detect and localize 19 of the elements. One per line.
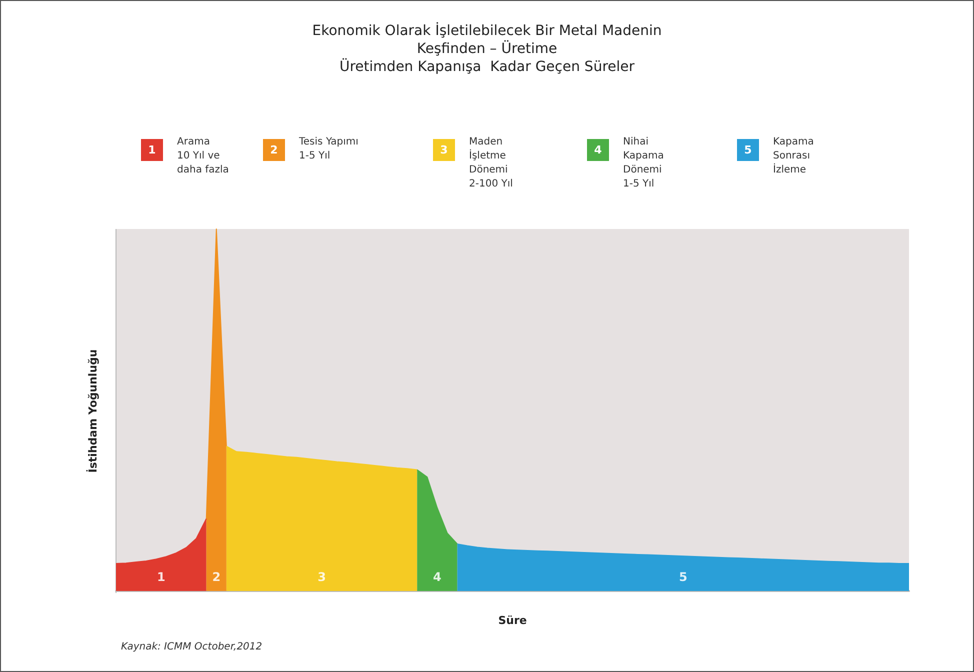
legend-label: Arama 10 Yıl ve daha fazla xyxy=(177,136,229,176)
text: 1 xyxy=(148,144,156,156)
annotation: 2 xyxy=(212,570,221,584)
legend-label: Tesis Yapımı 1-5 Yıl xyxy=(298,136,358,162)
text: 3 xyxy=(440,144,448,156)
legend-label: Kapama Sonrası İzleme xyxy=(773,136,814,176)
annotation: 5 xyxy=(678,570,688,584)
y-axis-title: İstihdam Yoğunluğu xyxy=(86,349,100,473)
legend-label: Nihai Kapama Dönemi 1-5 Yıl xyxy=(623,136,664,190)
text: 2 xyxy=(270,144,278,156)
annotation: 3 xyxy=(318,570,326,584)
x-axis-title: Süre xyxy=(498,614,527,627)
text: 5 xyxy=(744,144,752,156)
annotation: 1 xyxy=(156,570,166,584)
chart-title: Ekonomik Olarak İşletilebilecek Bir Metal Madenin Keşfinden – Üretime Üretimden Kapanışa Kadar Geçen Süreler xyxy=(312,22,662,75)
text: 4 xyxy=(594,144,602,156)
text: Kaynak: ICMM October,2012 xyxy=(121,642,262,652)
legend-label: Maden İşletme Dönemi 2-100 Yıl xyxy=(469,136,513,190)
annotation: 4 xyxy=(433,570,442,584)
